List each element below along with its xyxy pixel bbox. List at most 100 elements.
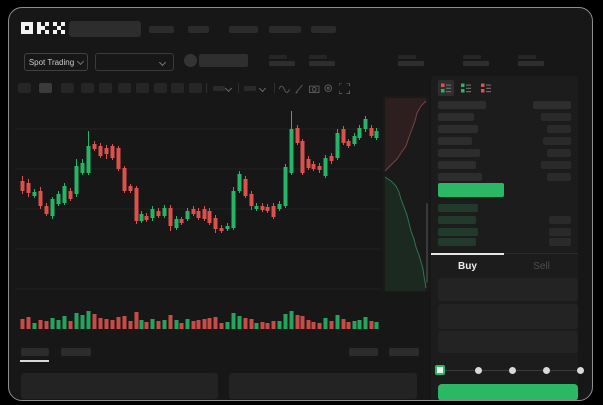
wave-icon[interactable] [279,83,290,94]
bid-row-amount[interactable] [549,228,571,236]
nav-item-placeholder[interactable] [269,26,301,33]
icon-line [446,87,451,89]
volume-bar [196,320,201,329]
ask-row-amount[interactable] [541,113,571,121]
ask-row-amount[interactable] [541,161,571,169]
timeframe-button[interactable] [154,83,167,93]
ask-row-price[interactable] [438,161,476,169]
ask-row-price[interactable] [438,149,480,157]
timeframe-button[interactable] [118,83,131,93]
icon-square-top [481,83,485,87]
ticker-stat-value [398,61,424,66]
ask-row-price[interactable] [438,113,474,121]
amount-input[interactable] [438,304,578,329]
bid-row-price[interactable] [438,216,476,224]
orderbook-rows [438,101,571,251]
candle-body [116,148,121,169]
gear-icon[interactable] [323,83,334,94]
nav-item-placeholder[interactable] [149,26,174,33]
orderbook-sell-view-icon[interactable] [478,80,494,96]
ticker-stat-value [269,61,295,66]
candle-body [134,188,139,221]
candle-body [283,167,288,206]
tab-sell[interactable]: Sell [533,261,550,272]
chevron-down-icon[interactable] [258,84,267,93]
candle-body [44,206,49,214]
candle-body [300,141,305,173]
candle-body [185,211,190,219]
nav-item-placeholder[interactable] [311,26,336,33]
bid-row-price[interactable] [438,228,478,236]
chart-menu-placeholder[interactable] [244,86,256,91]
price-input[interactable] [438,278,578,301]
volume-bar [68,321,73,329]
timeframe-button[interactable] [136,83,149,93]
chevron-down-icon[interactable] [224,84,233,93]
candlestick-chart[interactable] [15,98,381,334]
fullscreen-icon[interactable] [339,83,350,94]
chart-menu-placeholder[interactable] [213,86,225,91]
pair-selector[interactable] [95,53,174,71]
candle-body [311,164,316,169]
nav-item-placeholder[interactable] [188,26,209,33]
header-action-button[interactable] [199,54,248,67]
orderbook-view-switcher [438,80,494,96]
slider-dot[interactable] [475,367,482,374]
ask-row-price[interactable] [438,125,478,133]
bottom-right-placeholder[interactable] [349,348,378,356]
icon-line [466,91,471,93]
orderbook-header-left [438,101,486,109]
timeframe-button[interactable] [171,83,184,93]
icon-line [466,84,471,86]
amount-slider-handle[interactable] [435,365,445,375]
ask-row-price[interactable] [438,137,472,145]
timeframe-button[interactable] [39,83,52,93]
volume-bar [249,319,254,329]
search-input[interactable] [69,21,141,37]
ask-row-amount[interactable] [547,173,571,181]
bid-row-price[interactable] [438,204,478,212]
amount-slider-track[interactable] [438,370,578,371]
orderbook-buy-view-icon[interactable] [458,80,474,96]
ask-row-amount[interactable] [543,137,571,145]
bid-row-price[interactable] [438,238,476,246]
timeframe-button[interactable] [18,83,31,93]
candle-body [260,206,265,210]
icon-square-bottom [481,89,485,93]
timeframe-button[interactable] [189,83,202,93]
orderbook-scrollbar[interactable] [426,203,428,283]
candle-body [191,209,196,214]
bid-row-amount[interactable] [549,216,571,224]
total-input[interactable] [438,331,578,353]
candle-body [56,194,61,204]
volume-bar [122,316,127,329]
bottom-tab-placeholder[interactable] [61,348,91,356]
nav-item-placeholder[interactable] [229,26,258,33]
timeframe-button[interactable] [99,83,112,93]
bid-row-amount[interactable] [549,238,571,246]
bottom-tab-placeholder[interactable] [21,348,49,356]
orderbook-both-view-icon[interactable] [438,80,454,96]
ask-row-price[interactable] [438,173,482,181]
pencil-icon[interactable] [294,83,305,94]
buy-submit-button[interactable] [438,384,578,400]
okx-logo[interactable] [21,22,65,34]
market-type-selector[interactable]: Spot Trading [24,53,88,71]
ask-row-amount[interactable] [547,125,571,133]
candle-body [289,129,294,173]
slider-dot[interactable] [509,367,516,374]
bottom-right-placeholder[interactable] [389,348,419,356]
candle-body [341,129,346,143]
camera-icon[interactable] [309,83,320,94]
timeframe-button[interactable] [61,83,74,93]
slider-dot[interactable] [577,367,584,374]
last-price-bar[interactable] [438,183,504,197]
candle-body [249,194,254,206]
candle-body [207,211,212,223]
tab-buy[interactable]: Buy [458,261,477,272]
candle-body [254,206,259,209]
slider-dot[interactable] [543,367,550,374]
timeframe-button[interactable] [81,83,94,93]
avatar[interactable] [184,54,197,67]
ask-row-amount[interactable] [547,149,571,157]
